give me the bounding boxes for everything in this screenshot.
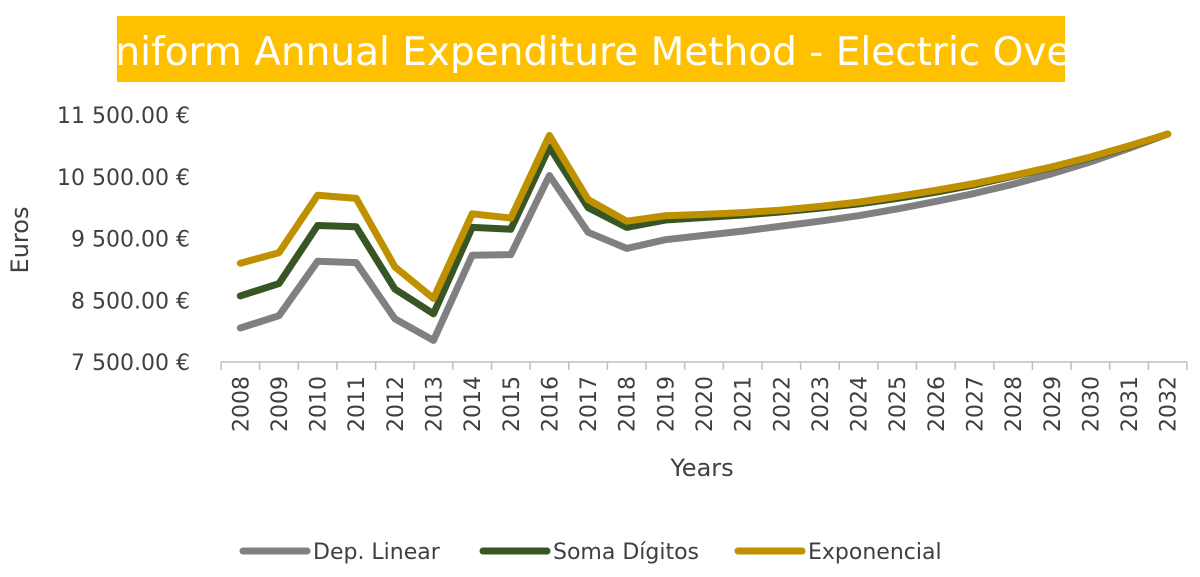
y-axis-ticks: 7 500.00 € 8 500.00 € 9 500.00 € 10 500.00 … bbox=[57, 104, 190, 376]
legend: Dep. Linear Soma Dígitos Exponencial bbox=[239, 540, 942, 565]
y-tick-label: 11 500.00 € bbox=[57, 104, 190, 129]
x-tick-label: 2014 bbox=[461, 376, 486, 432]
x-tick-label: 2029 bbox=[1041, 376, 1066, 432]
x-tick-label: 2015 bbox=[500, 376, 525, 432]
x-tick-label: 2011 bbox=[345, 376, 370, 432]
x-tick-label: 2023 bbox=[809, 376, 834, 432]
title-block: Uniform Annual Expenditure Method - Elec… bbox=[87, 16, 1095, 82]
title-background bbox=[117, 16, 1065, 82]
series-lines bbox=[236, 130, 1172, 344]
y-tick-label: 9 500.00 € bbox=[71, 228, 190, 253]
x-tick-label: 2010 bbox=[307, 376, 332, 432]
x-tick-label: 2021 bbox=[732, 376, 757, 432]
y-axis-label: Euros bbox=[6, 207, 34, 274]
x-tick-label: 2012 bbox=[384, 376, 409, 432]
x-axis: 2008 2009 2010 2011 2012 2013 2014 2015 2016 2017… bbox=[220, 361, 1188, 432]
x-tick-label: 2020 bbox=[693, 376, 718, 432]
x-tick-label: 2009 bbox=[268, 376, 293, 432]
x-tick-label: 2022 bbox=[770, 376, 795, 432]
x-tick-label: 2016 bbox=[538, 376, 563, 432]
x-tick-label: 2019 bbox=[654, 376, 679, 432]
x-tick-label: 2024 bbox=[848, 376, 873, 432]
legend-label: Soma Dígitos bbox=[553, 540, 699, 565]
chart-title: Uniform Annual Expenditure Method - Elec… bbox=[87, 30, 1095, 75]
x-axis-label: Years bbox=[669, 454, 733, 482]
series-line-2 bbox=[236, 130, 1172, 302]
y-tick-label: 8 500.00 € bbox=[71, 289, 190, 314]
legend-label: Exponencial bbox=[808, 540, 942, 565]
x-tick-label: 2018 bbox=[616, 376, 641, 432]
x-tick-label: 2028 bbox=[1002, 376, 1027, 432]
x-tick-label: 2026 bbox=[925, 376, 950, 432]
y-tick-label: 7 500.00 € bbox=[71, 351, 190, 376]
series-line-1 bbox=[236, 130, 1172, 318]
y-tick-label: 10 500.00 € bbox=[57, 166, 190, 191]
x-tick-label: 2013 bbox=[423, 376, 448, 432]
legend-label: Dep. Linear bbox=[313, 540, 441, 565]
x-tick-label: 2032 bbox=[1157, 376, 1182, 432]
x-tick-label: 2008 bbox=[229, 376, 254, 432]
x-tick-label: 2031 bbox=[1118, 376, 1143, 432]
x-tick-label: 2030 bbox=[1079, 376, 1104, 432]
x-tick-label: 2025 bbox=[886, 376, 911, 432]
x-tick-label: 2017 bbox=[577, 376, 602, 432]
series-line-0 bbox=[236, 130, 1172, 344]
x-tick-label: 2027 bbox=[963, 376, 988, 432]
